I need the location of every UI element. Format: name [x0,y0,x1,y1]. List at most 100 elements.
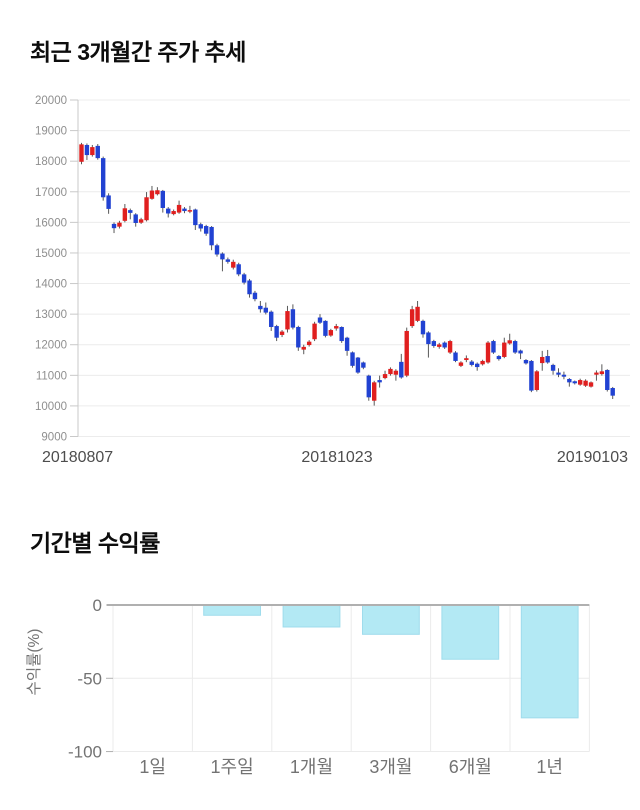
x-category-label: 1일 [139,757,166,777]
candle-up [594,372,599,375]
candle-up [583,380,588,386]
candle-up [306,341,312,346]
candle-down [496,356,502,360]
candle-up [382,374,388,379]
x-date-label: 20181023 [301,449,372,466]
y-tick-label: 18000 [35,156,67,168]
candle-down [474,363,480,368]
candle-up [312,323,317,340]
candle-up [90,147,95,156]
candle-up [334,326,339,329]
candle-down [106,195,111,209]
candle-down [453,352,458,361]
y-tick-label: 20000 [35,95,67,107]
candle-up [122,208,128,221]
returns-chart-title: 기간별 수익률 [30,530,160,556]
candle-up [285,311,290,330]
y-axis-title: 수익률(%) [25,629,43,696]
candle-up [144,197,149,221]
candle-down [350,352,355,366]
candle-up [485,342,491,363]
candle-down [84,144,90,156]
x-category-label: 1개월 [290,757,333,777]
candle-down [529,360,534,391]
y-tick-label: 10000 [35,401,67,413]
price-candlestick-chart: 20000 19000 18000 17000 16000 15000 14000 13000… [35,95,630,466]
x-category-label: 1주일 [211,757,254,777]
candle-down [431,341,437,346]
candle-down [166,208,171,214]
y-tick-label: 13000 [35,309,67,321]
candle-down [550,364,556,371]
candle-up [176,204,182,213]
candle-down [182,208,187,212]
candle-down [258,305,263,310]
candle-down [274,326,279,338]
candle-up [388,368,393,375]
return-bar [362,604,420,635]
candle-down [420,320,426,335]
candle-down [610,388,615,396]
candle-down [269,311,274,327]
candle-up [117,222,122,227]
candle-down [236,264,241,275]
candle-up [301,346,306,350]
candle-down [377,380,382,383]
y-tick-label: -100 [68,743,102,762]
candle-down [247,280,252,295]
candle-up [447,341,453,353]
y-tick-label: 9000 [41,432,67,444]
x-date-label: 20180807 [42,449,113,466]
candle-up [138,219,144,223]
y-tick-label: 19000 [35,126,67,138]
y-tick-label: 11000 [36,370,67,382]
candle-down [317,317,323,323]
candle-up [480,360,485,365]
y-tick-label: 15000 [35,248,67,260]
candle-down [252,292,258,300]
candle-down [296,326,301,348]
candle-down [209,226,214,246]
y-tick-label: 17000 [35,187,67,199]
candle-down [605,369,610,391]
candle-up [464,358,469,361]
candle-down [263,307,268,313]
candle-down [214,245,220,255]
candle-down [512,341,518,353]
candle-up [437,344,442,347]
candle-up [372,382,377,401]
candle-down [426,332,431,345]
candle-up [155,190,160,195]
y-tick-label: 0 [93,596,102,615]
candle-down [344,337,350,351]
candle-up [458,362,464,366]
candle-down [366,375,371,398]
candle-up [577,380,583,385]
x-date-label: 20190103 [557,449,628,466]
candle-down [545,356,550,363]
returns-bar-chart: 0 -50 -100 1일 1주일 1개월 3개월 6개월 1년 수익률(%) [25,596,590,777]
candle-down [225,259,231,262]
candle-up [404,330,409,376]
candle-up [588,382,594,387]
x-category-label: 1년 [536,757,563,777]
return-bar [520,604,579,719]
candle-up [393,370,399,375]
candle-down [572,381,577,384]
candle-down [193,209,198,226]
candle-up [540,356,545,364]
candle-down [518,350,523,354]
candle-down [160,190,166,208]
candle-down [556,372,561,375]
candle-up [502,342,507,357]
candle-up [328,330,334,336]
candle-down [491,341,496,353]
candle-down [198,224,203,229]
candle-up [149,190,155,199]
candle-up [79,144,84,162]
candle-down [203,226,209,234]
y-tick-label: -50 [77,669,102,688]
candle-down [523,360,529,364]
candle-down [469,361,474,365]
